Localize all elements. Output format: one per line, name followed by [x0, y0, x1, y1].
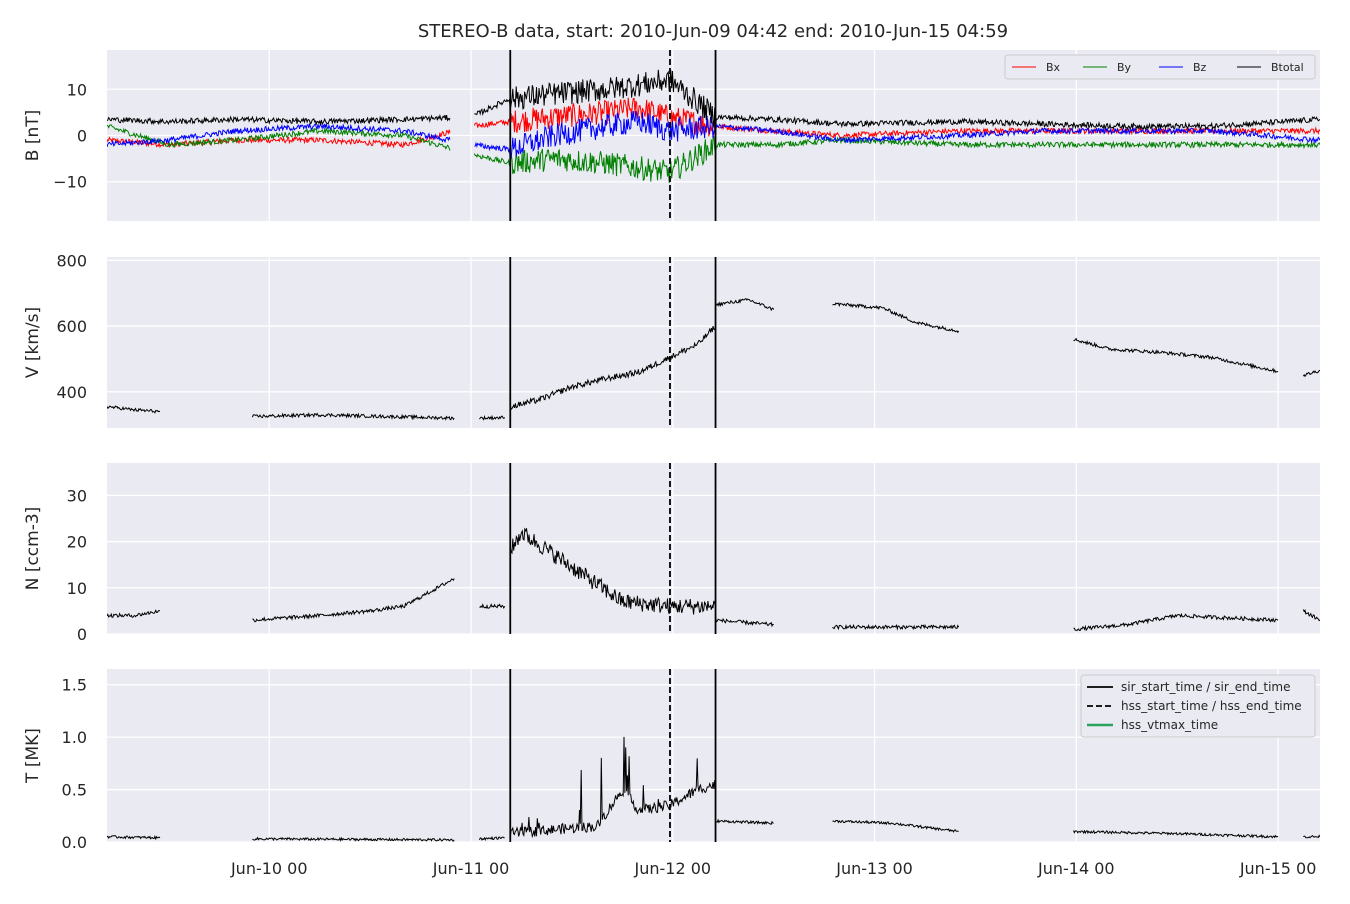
n-series-line-0	[107, 609, 161, 618]
y-axis-label: V [km/s]	[23, 307, 43, 378]
y-tick-label: 10	[67, 80, 87, 99]
b-series-line-bz	[107, 122, 451, 148]
y-tick-label: 1.5	[62, 676, 87, 695]
n-series-line-3	[509, 527, 716, 615]
v-series-line-4	[715, 297, 775, 312]
chart-title: STEREO-B data, start: 2010-Jun-09 04:42 …	[418, 21, 1008, 42]
x-tick-label: Jun-14 00	[1037, 859, 1115, 878]
legend-label-btotal: Btotal	[1271, 61, 1304, 74]
b-series-line-btotal	[107, 113, 451, 126]
v-series-line-2	[479, 414, 506, 421]
t-series-line-1	[252, 836, 455, 842]
t-series-line-2	[478, 835, 505, 842]
n-series-line-6	[1073, 612, 1279, 632]
v-series-line-5	[832, 302, 960, 334]
legend-label-2: hss_vtmax_time	[1121, 718, 1218, 732]
y-tick-label: 800	[56, 251, 87, 270]
event-legend: sir_start_time / sir_end_time hss_start_t…	[1080, 674, 1316, 738]
panel-B: −10 0 10 B [nT] Bx By Bz Btotal	[23, 50, 1320, 221]
t-series-line-3	[509, 736, 716, 839]
panel-N: 0 10 20 30 N [ccm-3]	[23, 463, 1320, 644]
t-series-line-7	[1303, 834, 1320, 839]
n-series-line-5	[832, 623, 960, 631]
y-tick-label: 0	[77, 127, 87, 146]
legend-label-bx: Bx	[1046, 61, 1061, 74]
t-series-line-0	[107, 834, 161, 841]
t-series-line-5	[832, 819, 959, 833]
legend-label-by: By	[1117, 61, 1132, 74]
legend-label-0: sir_start_time / sir_end_time	[1121, 680, 1291, 694]
x-tick-label: Jun-15 00	[1239, 859, 1317, 878]
x-tick-label: Jun-13 00	[835, 859, 913, 878]
y-axis-label: B [nT]	[23, 110, 43, 162]
n-series-line-1	[252, 578, 455, 623]
y-axis-label: T [MK]	[23, 728, 43, 784]
panel-V: 400 600 800 V [km/s]	[23, 251, 1320, 428]
y-tick-label: 10	[67, 579, 87, 598]
legend-label-1: hss_start_time / hss_end_time	[1121, 699, 1302, 713]
y-tick-label: 20	[67, 533, 87, 552]
t-series-line-6	[1073, 829, 1279, 839]
t-series-line-4	[715, 818, 774, 825]
y-tick-label: 0.5	[62, 781, 87, 800]
n-series-line-2	[479, 603, 506, 609]
n-series-line-4	[715, 615, 774, 628]
y-axis-label: N [ccm-3]	[23, 507, 43, 591]
y-tick-label: 600	[56, 317, 87, 336]
plot-area	[107, 463, 1320, 634]
x-tick-label: Jun-12 00	[634, 859, 712, 878]
b-series-line-bx	[473, 97, 1320, 140]
v-series-line-1	[251, 411, 455, 421]
b-series-line-bz	[474, 110, 1320, 159]
v-series-line-3	[509, 325, 716, 411]
legend: Bx By Bz Btotal	[1004, 54, 1316, 80]
v-series-line-6	[1073, 337, 1279, 374]
y-tick-label: 30	[67, 486, 87, 505]
b-series-line-by	[473, 135, 1320, 184]
y-tick-label: 0	[77, 625, 87, 644]
b-series-line-btotal	[474, 69, 1320, 131]
x-tick-label: Jun-10 00	[230, 859, 308, 878]
v-series-line-7	[1302, 370, 1320, 378]
legend-label-bz: Bz	[1193, 61, 1207, 74]
v-series-line-0	[107, 405, 161, 414]
panel-T: 0.0 0.5 1.0 1.5 T [MK] sir_start_time / sir_e…	[23, 669, 1320, 878]
x-tick-label: Jun-11 00	[432, 859, 510, 878]
y-tick-label: 0.0	[62, 833, 87, 852]
y-tick-label: −10	[53, 173, 87, 192]
y-tick-label: 1.0	[62, 728, 87, 747]
y-tick-label: 400	[56, 383, 87, 402]
n-series-line-7	[1302, 609, 1320, 622]
plot-area	[107, 257, 1320, 428]
